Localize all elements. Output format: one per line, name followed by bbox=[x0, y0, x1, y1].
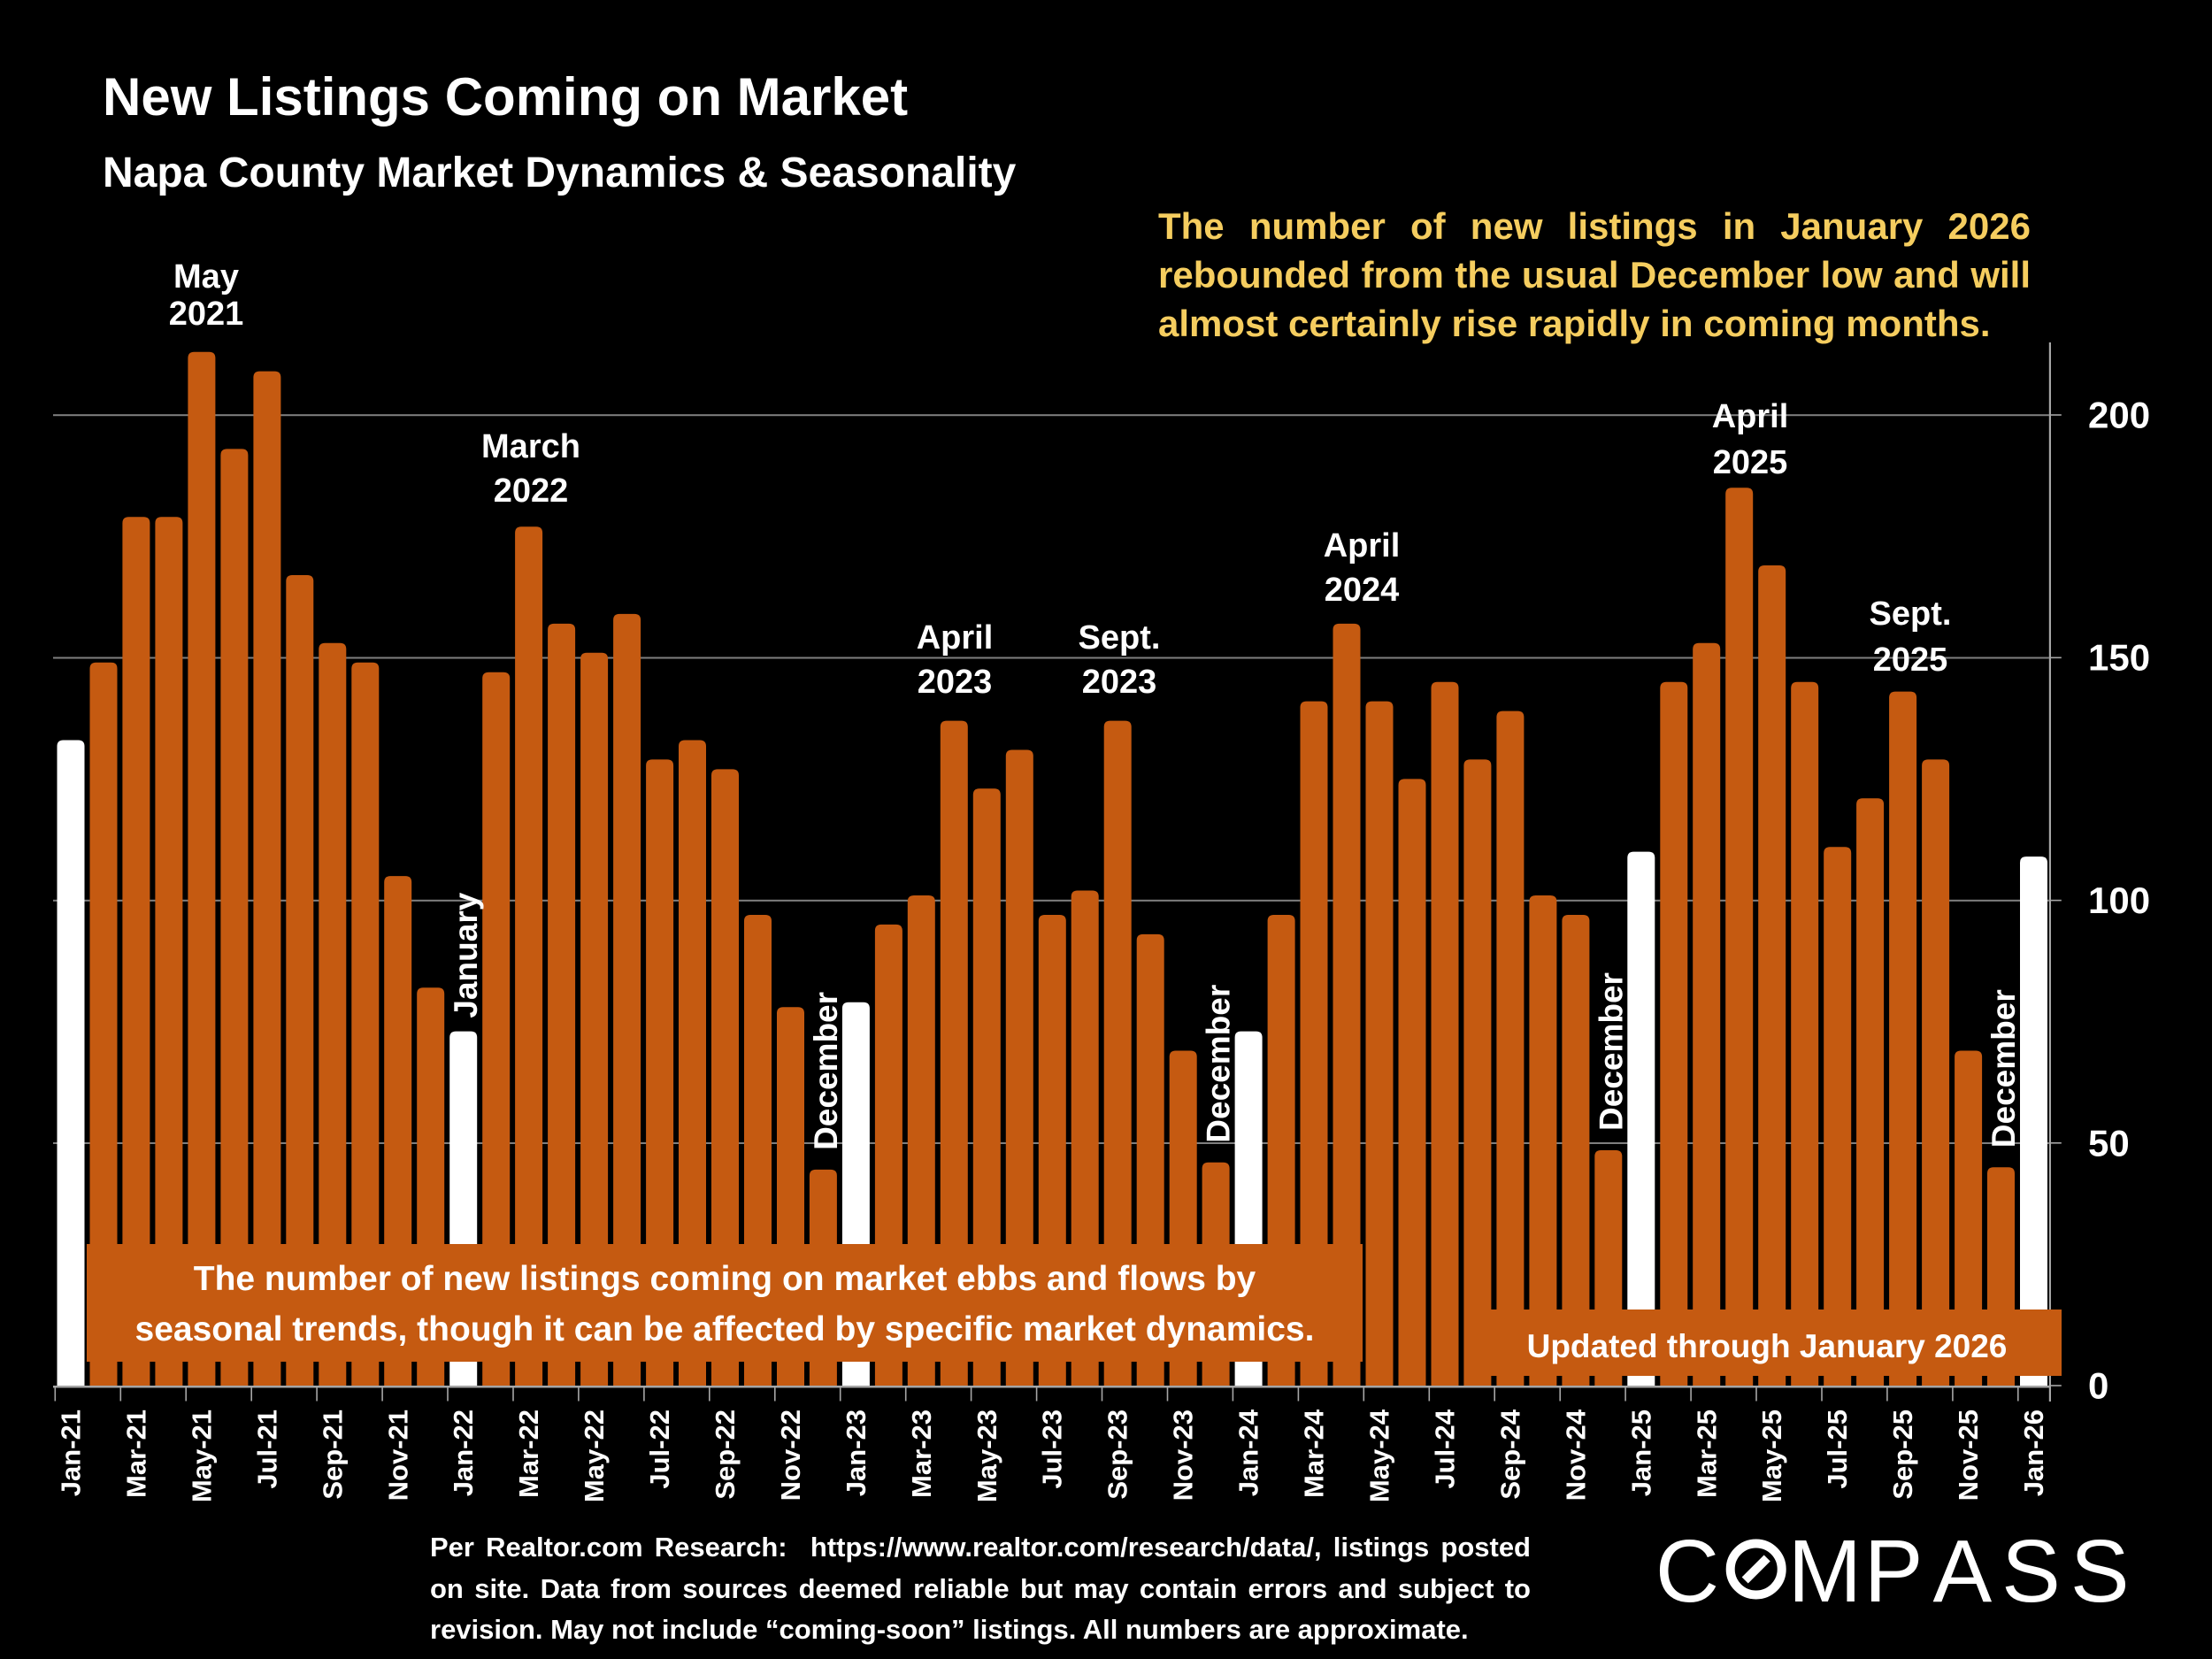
svg-text:2025: 2025 bbox=[1873, 641, 1948, 679]
svg-text:2021: 2021 bbox=[169, 296, 244, 333]
svg-text:Sep-22: Sep-22 bbox=[710, 1409, 741, 1500]
svg-text:P: P bbox=[1864, 1522, 1924, 1621]
svg-text:May-22: May-22 bbox=[579, 1409, 610, 1502]
svg-text:M: M bbox=[1788, 1522, 1862, 1621]
svg-text:Nov-24: Nov-24 bbox=[1560, 1409, 1591, 1501]
svg-text:Jul-25: Jul-25 bbox=[1822, 1409, 1853, 1489]
svg-text:Mar-21: Mar-21 bbox=[120, 1409, 151, 1498]
svg-text:May-21: May-21 bbox=[186, 1409, 217, 1502]
svg-text:May-25: May-25 bbox=[1756, 1409, 1787, 1502]
svg-text:100: 100 bbox=[2088, 879, 2150, 921]
svg-text:Jan-21: Jan-21 bbox=[56, 1409, 87, 1496]
svg-text:Sep-23: Sep-23 bbox=[1102, 1409, 1133, 1500]
svg-text:April: April bbox=[1324, 527, 1401, 565]
svg-text:Sep-24: Sep-24 bbox=[1494, 1409, 1525, 1499]
svg-text:2023: 2023 bbox=[918, 664, 993, 701]
svg-text:May: May bbox=[173, 258, 239, 296]
svg-text:150: 150 bbox=[2088, 637, 2150, 679]
svg-text:Sep-21: Sep-21 bbox=[317, 1409, 348, 1500]
svg-text:Nov-25: Nov-25 bbox=[1953, 1409, 1984, 1501]
svg-text:May-24: May-24 bbox=[1364, 1409, 1395, 1502]
svg-text:January: January bbox=[448, 892, 484, 1018]
svg-text:Jan-25: Jan-25 bbox=[1625, 1409, 1656, 1496]
svg-text:Jan-24: Jan-24 bbox=[1233, 1409, 1264, 1496]
svg-text:S: S bbox=[2070, 1522, 2130, 1621]
svg-text:50: 50 bbox=[2088, 1122, 2130, 1164]
svg-text:Sept.: Sept. bbox=[1870, 595, 1952, 633]
svg-text:Jan-26: Jan-26 bbox=[2018, 1409, 2049, 1496]
svg-text:April: April bbox=[1712, 398, 1789, 435]
svg-text:Sept.: Sept. bbox=[1079, 619, 1161, 657]
svg-text:Jul-21: Jul-21 bbox=[251, 1409, 282, 1489]
svg-text:2024: 2024 bbox=[1325, 572, 1400, 609]
svg-text:December: December bbox=[1201, 985, 1237, 1143]
svg-text:Nov-21: Nov-21 bbox=[382, 1409, 413, 1501]
svg-text:Nov-23: Nov-23 bbox=[1168, 1409, 1199, 1501]
svg-text:2022: 2022 bbox=[494, 472, 569, 510]
svg-text:Mar-22: Mar-22 bbox=[513, 1409, 544, 1498]
svg-text:Jul-24: Jul-24 bbox=[1430, 1409, 1461, 1488]
svg-text:C: C bbox=[1655, 1522, 1719, 1621]
svg-text:December: December bbox=[1985, 989, 2022, 1148]
svg-text:Jul-23: Jul-23 bbox=[1037, 1409, 1068, 1489]
svg-text:0: 0 bbox=[2088, 1365, 2108, 1407]
svg-text:Nov-22: Nov-22 bbox=[775, 1409, 806, 1501]
svg-text:Jan-23: Jan-23 bbox=[841, 1409, 872, 1496]
svg-text:December: December bbox=[808, 992, 844, 1150]
svg-text:Mar-24: Mar-24 bbox=[1299, 1409, 1330, 1498]
svg-text:March: March bbox=[481, 428, 580, 465]
svg-text:May-23: May-23 bbox=[972, 1409, 1002, 1502]
svg-text:2025: 2025 bbox=[1713, 444, 1788, 481]
svg-text:December: December bbox=[1593, 972, 1629, 1131]
svg-text:200: 200 bbox=[2088, 395, 2150, 436]
svg-text:S: S bbox=[2001, 1522, 2061, 1621]
svg-text:Mar-23: Mar-23 bbox=[906, 1409, 937, 1498]
svg-text:April: April bbox=[917, 619, 994, 657]
svg-text:Jul-22: Jul-22 bbox=[644, 1409, 675, 1489]
svg-text:Jan-22: Jan-22 bbox=[448, 1409, 479, 1496]
svg-text:Mar-25: Mar-25 bbox=[1691, 1409, 1722, 1498]
svg-text:Sep-25: Sep-25 bbox=[1887, 1409, 1918, 1500]
svg-text:2023: 2023 bbox=[1082, 664, 1157, 701]
svg-text:A: A bbox=[1932, 1522, 1992, 1621]
